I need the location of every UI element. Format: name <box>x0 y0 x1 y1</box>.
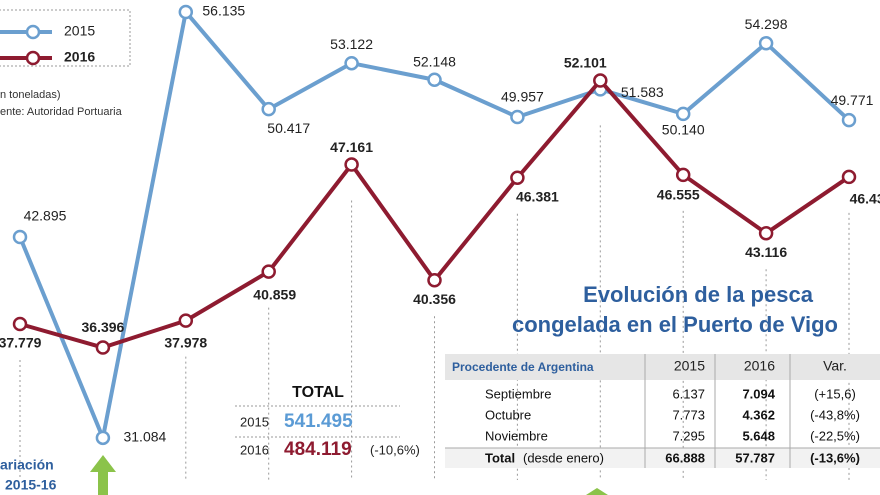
table-header: Procedente de Argentina <box>452 360 594 374</box>
total-variation: (-10,6%) <box>370 442 420 457</box>
point <box>95 340 111 355</box>
series-line <box>19 78 851 350</box>
point <box>427 272 442 288</box>
variation-label: ariación <box>0 457 54 473</box>
value-label: 49.771 <box>831 92 874 108</box>
table-cell: Total <box>485 450 515 465</box>
legend-label: 2015 <box>64 23 95 39</box>
table-cell: 6.137 <box>672 386 705 401</box>
point <box>12 229 28 245</box>
point <box>12 316 28 332</box>
value-label: 54.298 <box>745 16 788 32</box>
point <box>344 157 359 172</box>
point <box>675 106 691 122</box>
table-cell: (+15,6) <box>814 386 856 401</box>
point <box>675 167 691 183</box>
point <box>95 430 111 446</box>
table-cell: 57.787 <box>735 450 775 465</box>
title: Evolución de la pesca <box>583 282 814 307</box>
value-label: 51.583 <box>621 84 664 100</box>
table-cell: (-13,6%) <box>810 450 860 465</box>
value-label: 36.396 <box>81 319 124 335</box>
point <box>261 101 276 117</box>
total-value: 541.495 <box>284 411 353 432</box>
value-label: 40.356 <box>413 291 456 307</box>
table-total-bg <box>445 448 880 468</box>
table-header: Var. <box>823 358 847 374</box>
point <box>178 4 194 20</box>
table-cell: 7.295 <box>672 428 705 443</box>
point <box>510 170 525 186</box>
table-cell: (desde enero) <box>523 450 604 465</box>
title: congelada en el Puerto de Vigo <box>512 312 838 337</box>
variation-label: 2015-16 <box>5 477 57 493</box>
total-title: TOTAL <box>292 384 344 401</box>
value-label: 42.895 <box>24 208 67 224</box>
value-label: 47.161 <box>330 139 373 155</box>
point <box>427 72 442 88</box>
point <box>593 73 608 88</box>
table-cell: 4.362 <box>742 407 775 422</box>
legend-marker <box>25 50 41 66</box>
value-label: 49.957 <box>501 89 544 105</box>
table-cell: 7.094 <box>742 386 775 401</box>
value-label: 52.101 <box>564 54 607 70</box>
value-label: 53.122 <box>330 36 373 52</box>
table-cell: (-22,5%) <box>810 428 860 443</box>
table-cell: 7.773 <box>672 407 705 422</box>
value-label: 37.978 <box>164 334 207 350</box>
table-rows: Septiembre 6.137 7.094 (+15,6) Octubre 7.773 4… <box>485 386 860 443</box>
value-label: 37.779 <box>0 335 42 351</box>
table-cell: Septiembre <box>485 386 551 401</box>
value-label: 56.135 <box>202 3 245 19</box>
table-header-bg <box>445 354 880 380</box>
point <box>178 313 194 328</box>
point <box>758 226 774 241</box>
value-label: 46.381 <box>516 188 559 204</box>
value-label: 31.084 <box>123 429 166 445</box>
point <box>344 55 359 71</box>
table-header: 2016 <box>744 358 775 374</box>
point <box>510 109 525 125</box>
point <box>261 264 276 279</box>
table-cell: Noviembre <box>485 428 548 443</box>
table-cell: 66.888 <box>665 450 705 465</box>
point <box>841 169 857 185</box>
arrow <box>90 455 116 495</box>
table-cell: 5.648 <box>742 428 775 443</box>
legend-marker <box>25 24 41 40</box>
total-year: 2016 <box>240 442 269 457</box>
note: n toneladas) <box>0 89 61 101</box>
total-year: 2015 <box>240 414 269 429</box>
value-label: 43.116 <box>745 244 787 260</box>
table-header: 2015 <box>674 358 705 374</box>
value-label: 46.432 <box>850 191 880 207</box>
source: ente: Autoridad Portuaria <box>0 106 123 118</box>
legend-label: 2016 <box>64 49 95 65</box>
value-label: 40.859 <box>253 286 296 302</box>
point <box>841 112 857 128</box>
total-value: 484.119 <box>284 439 352 460</box>
value-label: 50.417 <box>267 120 310 136</box>
arrow <box>586 488 608 495</box>
point <box>758 35 774 51</box>
table-cell: Octubre <box>485 407 531 422</box>
table-cell: (-43,8%) <box>810 407 860 422</box>
value-label: 52.148 <box>413 53 456 69</box>
value-label: 50.140 <box>662 122 705 138</box>
value-label: 46.555 <box>657 187 700 203</box>
